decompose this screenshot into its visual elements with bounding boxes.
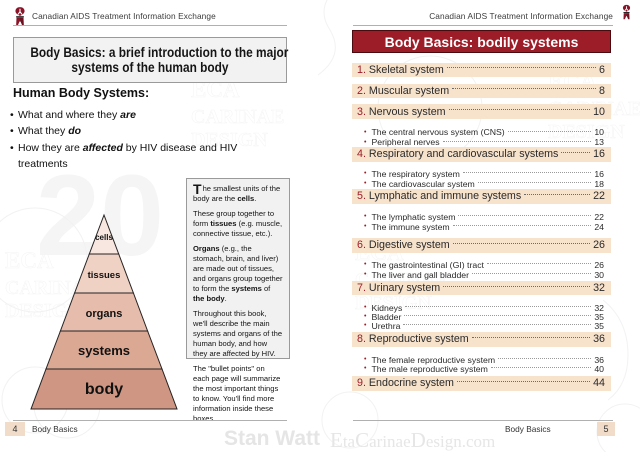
svg-text:organs: organs (86, 308, 123, 320)
svg-text:tissues: tissues (88, 270, 121, 281)
svg-text:cells: cells (95, 233, 113, 242)
svg-text:body: body (85, 381, 123, 398)
svg-text:systems: systems (78, 343, 130, 358)
